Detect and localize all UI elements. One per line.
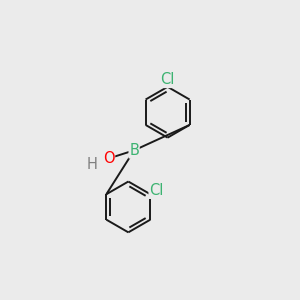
Text: Cl: Cl [149, 183, 164, 198]
Text: O: O [103, 151, 115, 166]
Text: Cl: Cl [160, 72, 175, 87]
Text: H: H [87, 157, 98, 172]
Text: B: B [129, 143, 139, 158]
